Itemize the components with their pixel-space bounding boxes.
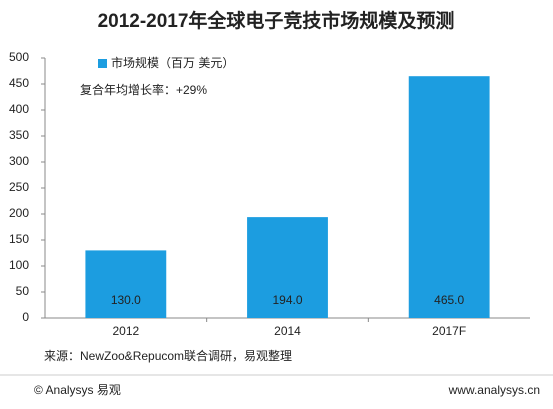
y-tick-label: 300 <box>9 154 29 168</box>
bar <box>85 250 167 318</box>
x-tick-label: 2017F <box>432 324 466 338</box>
x-tick-label: 2012 <box>112 324 139 338</box>
source-note: 来源：NewZoo&Repucom联合调研，易观整理 <box>44 348 292 363</box>
y-tick-label: 350 <box>9 128 29 142</box>
legend-swatch <box>98 59 107 68</box>
y-tick-label: 50 <box>16 284 30 298</box>
y-tick-label: 450 <box>9 76 29 90</box>
y-tick-label: 250 <box>9 180 29 194</box>
footer-right: www.analysys.cn <box>448 383 540 397</box>
y-tick-label: 150 <box>9 232 29 246</box>
value-label: 130.0 <box>111 293 141 307</box>
annotation: 复合年均增长率：+29% <box>80 82 207 97</box>
value-label: 194.0 <box>272 293 302 307</box>
bar <box>408 76 490 318</box>
y-tick-label: 200 <box>9 206 29 220</box>
x-tick-label: 2014 <box>274 324 301 338</box>
chart-title: 2012-2017年全球电子竞技市场规模及预测 <box>98 9 455 32</box>
legend-label: 市场规模（百万 美元） <box>111 55 234 70</box>
footer-left: © Analysys 易观 <box>34 383 121 397</box>
y-tick-label: 400 <box>9 102 29 116</box>
y-tick-label: 500 <box>9 50 29 64</box>
y-tick-label: 100 <box>9 258 29 272</box>
bar <box>247 217 328 318</box>
value-label: 465.0 <box>434 293 464 307</box>
y-tick-label: 0 <box>22 310 29 324</box>
